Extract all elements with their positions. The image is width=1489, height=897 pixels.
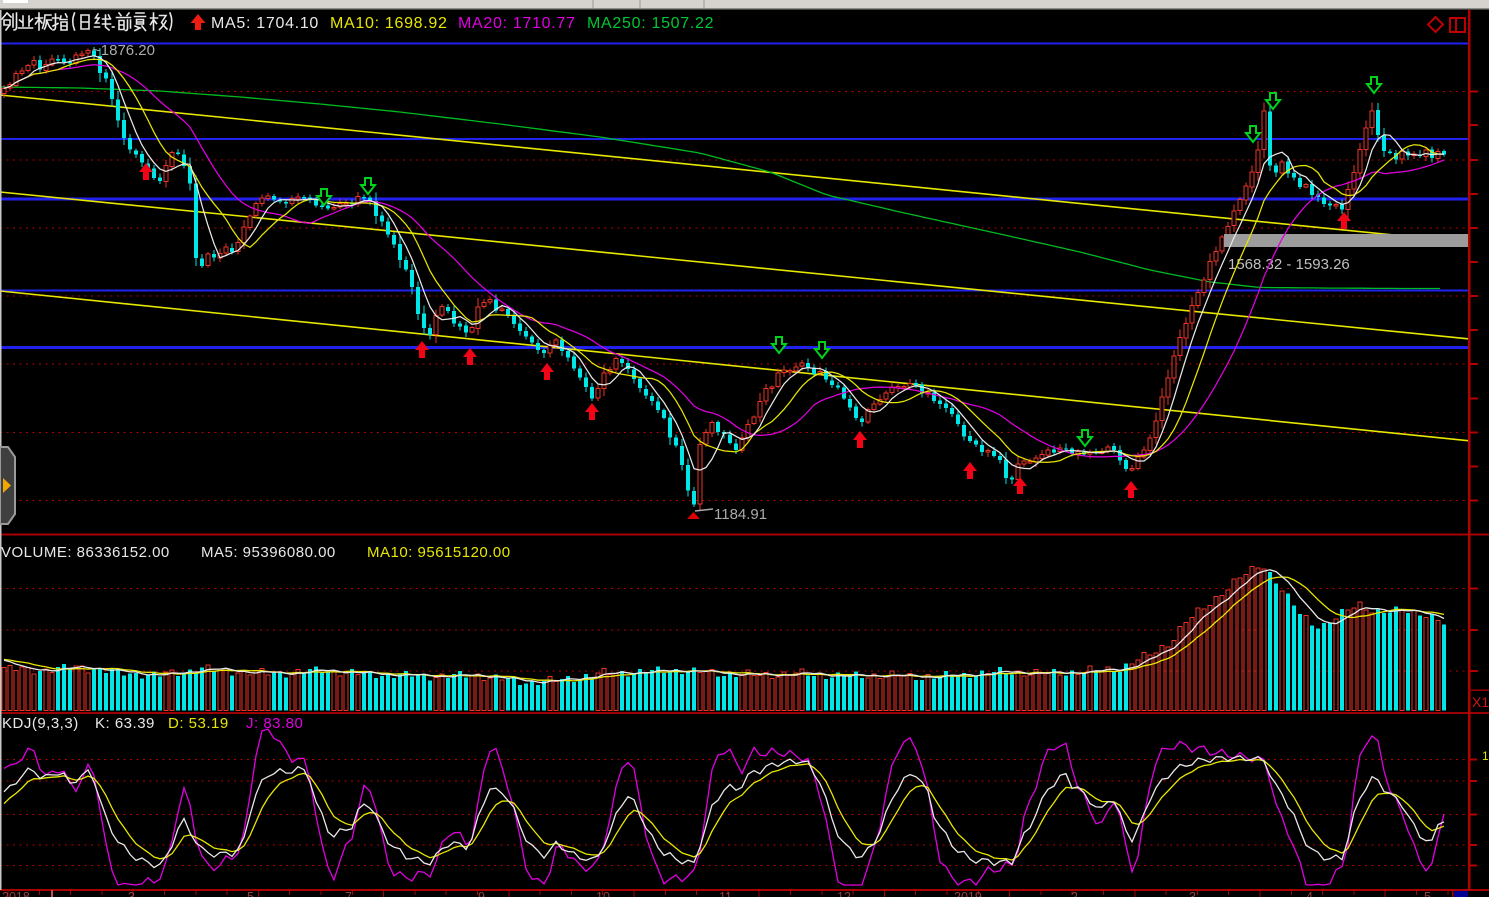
svg-text:4: 4	[1306, 890, 1313, 897]
svg-text:7: 7	[345, 890, 352, 897]
svg-text:5: 5	[247, 890, 254, 897]
svg-text:KDJ(9,3,3): KDJ(9,3,3)	[2, 715, 79, 732]
svg-text:J: 83.80: J: 83.80	[246, 715, 303, 732]
svg-text:MA5: 95396080.00: MA5: 95396080.00	[201, 544, 336, 561]
svg-text:1184.91: 1184.91	[714, 506, 767, 523]
svg-text:3: 3	[128, 890, 135, 897]
svg-text:12: 12	[837, 890, 851, 897]
svg-text:MA20: 1710.77: MA20: 1710.77	[458, 15, 576, 32]
svg-text:11: 11	[719, 890, 732, 897]
svg-text:2019: 2019	[954, 890, 982, 897]
svg-text:K: 63.39: K: 63.39	[95, 715, 155, 732]
svg-text:D: 53.19: D: 53.19	[168, 715, 229, 732]
svg-text:10: 10	[596, 890, 610, 897]
svg-text:9: 9	[478, 890, 485, 897]
svg-text:MA10: 95615120.00: MA10: 95615120.00	[367, 544, 511, 561]
svg-text:2018: 2018	[2, 890, 30, 897]
svg-text:VOLUME: 86336152.00: VOLUME: 86336152.00	[1, 544, 170, 561]
svg-text:5: 5	[1424, 890, 1431, 897]
svg-text:1568.32 - 1593.26: 1568.32 - 1593.26	[1228, 256, 1350, 273]
svg-text:MA10: 1698.92: MA10: 1698.92	[330, 15, 448, 32]
svg-text:X1: X1	[1472, 694, 1489, 710]
svg-text:MA5: 1704.10: MA5: 1704.10	[211, 15, 319, 32]
svg-text:~1876.20: ~1876.20	[92, 42, 155, 59]
svg-text:1: 1	[1482, 749, 1489, 763]
svg-text:MA250: 1507.22: MA250: 1507.22	[587, 15, 714, 32]
svg-text:2: 2	[1071, 890, 1078, 897]
svg-text:3: 3	[1189, 890, 1196, 897]
